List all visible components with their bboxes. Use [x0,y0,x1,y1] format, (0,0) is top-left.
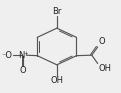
Text: OH: OH [98,64,111,73]
Text: +: + [23,51,28,56]
Text: N: N [18,51,24,60]
Text: O: O [98,37,105,46]
Text: O: O [20,66,26,76]
Text: ⁻O: ⁻O [2,51,13,60]
Text: OH: OH [50,76,63,85]
Text: Br: Br [52,7,62,16]
